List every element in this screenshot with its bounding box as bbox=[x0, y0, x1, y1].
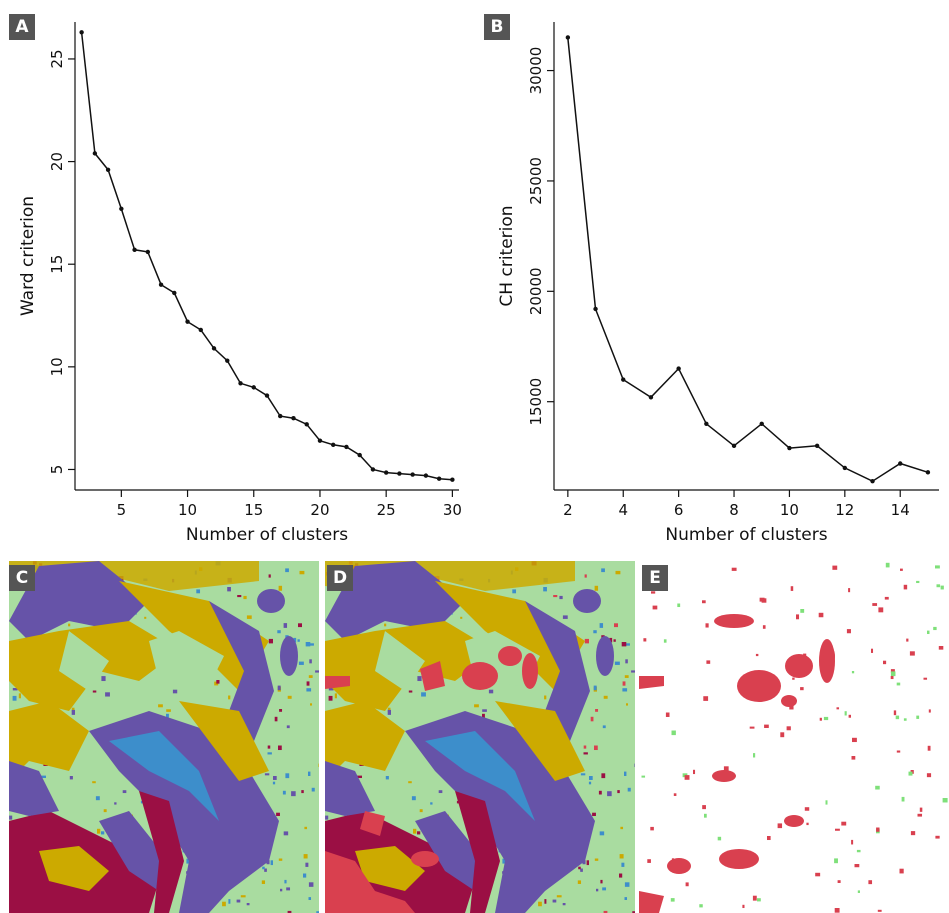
data-point bbox=[238, 381, 243, 386]
panel-label-d: D bbox=[327, 565, 353, 591]
data-point bbox=[436, 476, 442, 481]
data-point bbox=[198, 327, 203, 333]
y-tick-label: 20000 bbox=[527, 267, 545, 315]
y-tick-label: 30000 bbox=[527, 47, 545, 95]
data-point bbox=[264, 393, 270, 398]
data-point bbox=[119, 206, 124, 211]
y-axis-label: CH criterion bbox=[497, 205, 517, 306]
x-tick-label: 14 bbox=[891, 501, 910, 519]
data-point bbox=[317, 438, 323, 443]
data-point bbox=[410, 472, 415, 477]
data-point bbox=[158, 282, 164, 287]
x-tick-label: 12 bbox=[835, 501, 854, 519]
data-point bbox=[357, 452, 362, 458]
x-tick-label: 20 bbox=[310, 501, 329, 519]
y-tick-label: 15 bbox=[48, 255, 66, 274]
x-tick-label: 10 bbox=[780, 501, 799, 519]
data-point bbox=[172, 290, 177, 296]
data-point bbox=[370, 467, 376, 472]
x-axis-label: Number of clusters bbox=[665, 525, 827, 545]
data-point bbox=[132, 247, 137, 253]
data-point bbox=[842, 465, 848, 471]
data-point bbox=[105, 167, 111, 172]
data-point bbox=[304, 422, 309, 427]
x-tick-label: 2 bbox=[563, 501, 573, 519]
data-point bbox=[814, 443, 820, 449]
data-point bbox=[676, 366, 681, 371]
data-point bbox=[731, 443, 737, 449]
series-line bbox=[567, 37, 929, 483]
panel-label-a: A bbox=[9, 14, 35, 40]
data-point bbox=[79, 30, 84, 35]
cluster-map-c bbox=[9, 561, 319, 913]
data-point bbox=[225, 358, 230, 363]
data-point bbox=[211, 346, 217, 351]
data-point bbox=[704, 421, 709, 426]
data-point bbox=[278, 413, 283, 419]
panel-label-e: E bbox=[642, 565, 668, 591]
data-point bbox=[898, 461, 903, 466]
x-tick-label: 10 bbox=[178, 501, 197, 519]
data-point bbox=[759, 421, 764, 426]
x-tick-label: 30 bbox=[443, 501, 462, 519]
cluster-map-d bbox=[325, 561, 635, 913]
data-point bbox=[593, 306, 598, 312]
ward-criterion-chart: 5 10 15 20 25 30 5 10 15 20 25 Number of clusters Wa… bbox=[18, 22, 462, 545]
x-tick-label: 4 bbox=[618, 501, 628, 519]
x-tick-label: 5 bbox=[117, 501, 127, 519]
data-point bbox=[450, 477, 455, 482]
data-point bbox=[648, 395, 654, 400]
y-tick-label: 5 bbox=[48, 465, 66, 475]
x-tick-label: 15 bbox=[244, 501, 263, 519]
data-point bbox=[291, 415, 296, 421]
data-point bbox=[397, 471, 402, 476]
data-point bbox=[787, 445, 792, 451]
data-point bbox=[423, 473, 429, 478]
panel-label-b: B bbox=[484, 14, 510, 40]
x-tick-label: 6 bbox=[674, 501, 684, 519]
data-point bbox=[145, 249, 151, 255]
data-point bbox=[92, 151, 98, 156]
y-tick-label: 20 bbox=[48, 152, 66, 171]
data-point bbox=[925, 470, 931, 475]
y-tick-label: 15000 bbox=[527, 378, 545, 426]
data-point bbox=[344, 444, 349, 450]
x-tick-label: 8 bbox=[729, 501, 739, 519]
x-tick-label: 25 bbox=[377, 501, 396, 519]
y-tick-label: 25 bbox=[48, 49, 66, 68]
y-tick-label: 25000 bbox=[527, 157, 545, 205]
series-line bbox=[80, 32, 453, 481]
y-tick-label: 10 bbox=[48, 357, 66, 376]
x-axis-label: Number of clusters bbox=[186, 525, 348, 545]
panel-label-c: C bbox=[9, 565, 35, 591]
data-point bbox=[251, 385, 256, 390]
data-point bbox=[185, 319, 190, 324]
data-point bbox=[565, 35, 571, 40]
cluster-map-e bbox=[639, 561, 949, 913]
y-axis-label: Ward criterion bbox=[18, 196, 38, 316]
data-point bbox=[621, 377, 626, 382]
ch-criterion-chart: 2 4 6 8 10 12 14 15000 20000 25000 30000 Number of … bbox=[497, 22, 939, 545]
data-point bbox=[870, 478, 875, 484]
data-point bbox=[331, 442, 336, 448]
data-point bbox=[383, 470, 389, 475]
